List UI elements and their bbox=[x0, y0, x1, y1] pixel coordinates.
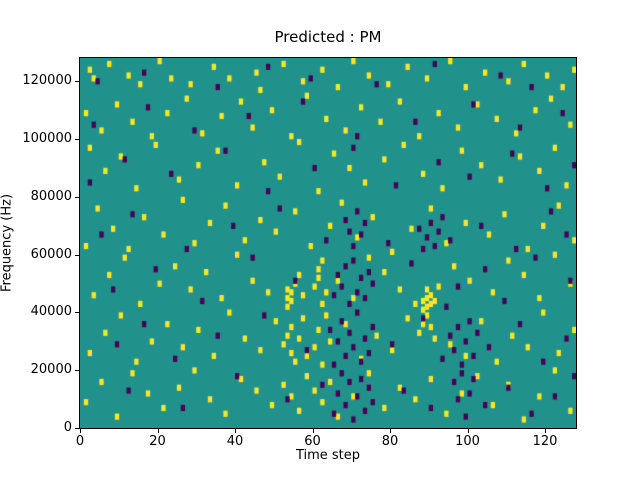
y-tick-mark bbox=[75, 81, 79, 83]
x-tick-label: 0 bbox=[75, 434, 85, 449]
y-tick-label: 0 bbox=[63, 420, 72, 435]
y-tick-mark bbox=[75, 312, 79, 314]
y-tick-mark bbox=[75, 196, 79, 198]
heatmap-canvas bbox=[80, 58, 576, 428]
x-axis-label: Time step bbox=[295, 448, 361, 463]
y-tick-label: 80000 bbox=[30, 188, 72, 204]
y-tick-mark bbox=[75, 370, 79, 372]
x-tick-mark bbox=[80, 429, 81, 433]
plot-area bbox=[79, 57, 577, 429]
x-tick-label: 120 bbox=[532, 434, 558, 449]
x-tick-label: 100 bbox=[455, 434, 480, 449]
x-tick-label: 40 bbox=[226, 434, 244, 449]
x-tick-mark bbox=[467, 429, 469, 433]
y-axis-label: Frequency (Hz) bbox=[0, 193, 15, 293]
x-tick-label: 20 bbox=[149, 434, 166, 449]
y-tick-label: 100000 bbox=[22, 130, 72, 146]
y-tick-label: 120000 bbox=[22, 73, 72, 89]
y-tick-mark bbox=[75, 254, 79, 256]
x-tick-label: 80 bbox=[381, 434, 399, 449]
x-tick-mark bbox=[235, 429, 236, 433]
x-tick-mark bbox=[157, 429, 159, 433]
x-tick-mark bbox=[390, 429, 391, 433]
y-tick-label: 20000 bbox=[30, 362, 72, 378]
y-tick-mark bbox=[75, 428, 79, 429]
y-tick-label: 60000 bbox=[30, 246, 72, 262]
x-tick-label: 60 bbox=[304, 434, 321, 449]
y-tick-mark bbox=[75, 138, 79, 140]
y-tick-label: 40000 bbox=[30, 304, 72, 320]
chart-title: Predicted : PM bbox=[274, 28, 382, 46]
x-tick-mark bbox=[312, 429, 314, 433]
x-tick-mark bbox=[545, 429, 546, 433]
